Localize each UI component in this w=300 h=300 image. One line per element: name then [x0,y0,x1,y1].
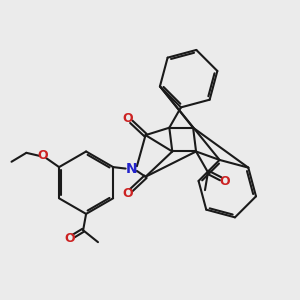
Text: O: O [122,112,133,125]
Text: N: N [126,162,137,176]
Text: O: O [219,175,230,188]
Text: O: O [38,149,48,162]
Text: O: O [122,187,133,200]
Text: O: O [64,232,75,245]
